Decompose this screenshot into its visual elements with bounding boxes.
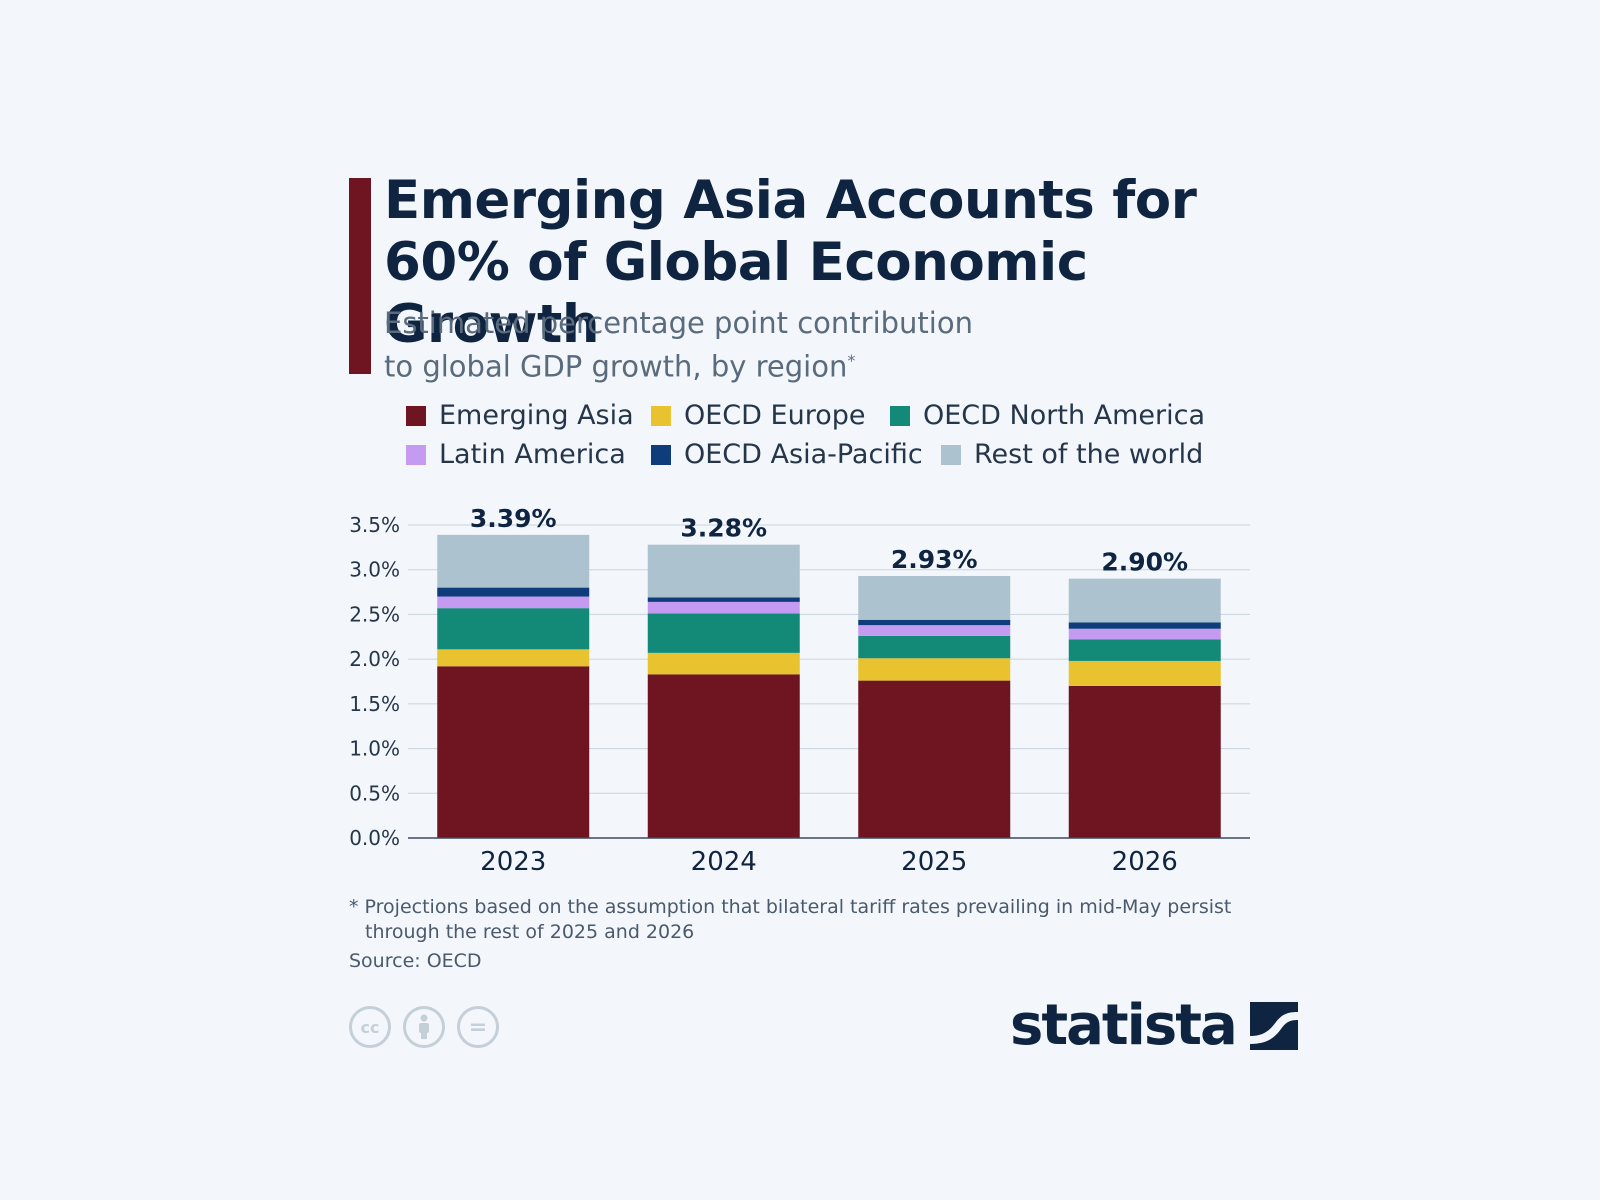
bar-segment [858,635,1011,659]
bar-segment [647,601,800,614]
bar-segment [1068,578,1221,623]
total-label: 2.93% [891,545,978,574]
legend-label: Rest of the world [974,439,1204,470]
total-label: 3.39% [470,504,557,533]
bar-segment [1068,660,1221,686]
bar-segment [437,534,590,588]
footnote-line-2: through the rest of 2025 and 2026 [365,921,695,943]
title-line-1: Emerging Asia Accounts for [384,170,1197,231]
subtitle-line-2-wrap: to global GDP growth, by region* [384,342,1084,386]
x-tick-label: 2026 [1112,847,1178,877]
legend-swatch [406,405,426,426]
subtitle-line-1: Estimated percentage point contribution [384,306,973,340]
stacked-bar-chart: 0.0% 0.5% 1.0% 1.5% 2.0% 2.5% 3.0% 3.5% 3.39% 202… [349,504,1250,877]
bar-segment [1068,628,1221,640]
legend-label: Latin America [439,439,626,470]
bar-segment [437,666,590,838]
footnote: * Projections based on the assumption th… [349,895,1249,945]
footnote-line-1: * Projections based on the assumption th… [349,896,1232,918]
legend-swatch [651,405,671,426]
legend-label: Emerging Asia [439,400,634,431]
legend-item-oecd-asia-pacific: OECD Asia-Pacific [651,439,923,470]
bar-segment [647,544,800,598]
total-label: 3.28% [680,514,767,543]
legend-swatch [406,444,426,465]
bar-segment [858,680,1011,838]
chart-subtitle: Estimated percentage point contribution … [384,304,1084,386]
bar-segment [1068,685,1221,838]
y-tick-label: 2.5% [349,602,400,626]
bar-segment [858,625,1011,636]
cc-icon[interactable]: cc [349,1006,391,1048]
bar-segment [1068,639,1221,661]
total-label: 2.90% [1101,548,1188,577]
bar-segment [858,619,1011,626]
legend-item-oecd-europe: OECD Europe [651,400,866,431]
bar-segment [437,596,590,609]
statista-logo[interactable]: statista [1010,996,1298,1056]
bar-segment [437,587,590,597]
y-tick-label: 3.0% [349,558,400,582]
legend: Emerging Asia OECD Europe OECD North Ame… [406,400,1226,480]
bar-segment [647,652,800,675]
legend-item-rest-of-world: Rest of the world [941,439,1203,470]
legend-swatch [651,444,671,465]
bar-segment [858,575,1011,620]
person-icon [419,1014,429,1039]
bar-segment [647,597,800,602]
y-tick-label: 1.5% [349,692,400,716]
by-icon[interactable] [403,1006,445,1048]
title-line-2: 60% of Global Economic Growth [384,232,1088,355]
bar-segment [647,613,800,653]
bar-segment [1068,622,1221,629]
subtitle-line-2: to global GDP growth, by region [384,349,848,384]
legend-label: OECD North America [923,400,1206,431]
x-tick-label: 2025 [901,847,967,877]
x-tick-label: 2023 [480,847,546,877]
bar-segment [858,658,1011,681]
x-tick-label: 2024 [691,847,757,877]
statista-logo-icon [1249,1002,1298,1050]
legend-swatch [941,444,961,465]
y-tick-label: 0.5% [349,781,400,805]
legend-item-oecd-north-america: OECD North America [890,400,1205,431]
nd-icon[interactable]: = [457,1006,499,1048]
y-tick-label: 2.0% [349,647,400,671]
nd-icon-label: = [468,1014,488,1040]
y-tick-label: 0.0% [349,826,400,850]
bar-segment [437,608,590,650]
bar-segment [647,674,800,838]
logo-wordmark: statista [1010,993,1238,1058]
legend-item-emerging-asia: Emerging Asia [406,400,634,431]
legend-swatch [890,405,910,426]
y-tick-label: 3.5% [349,513,400,537]
y-tick-label: 1.0% [349,737,400,761]
source-note: Source: OECD [349,950,482,972]
cc-icon-label: cc [360,1017,380,1037]
legend-item-latin-america: Latin America [406,439,626,470]
subtitle-footnote-mark: * [847,351,856,370]
chart-title: Emerging Asia Accounts for 60% of Global… [384,170,1284,356]
license-icons: cc = [349,1006,499,1048]
bar-segment [437,649,590,667]
legend-label: OECD Asia-Pacific [684,439,923,470]
legend-label: OECD Europe [684,400,866,431]
accent-bar [349,178,371,374]
